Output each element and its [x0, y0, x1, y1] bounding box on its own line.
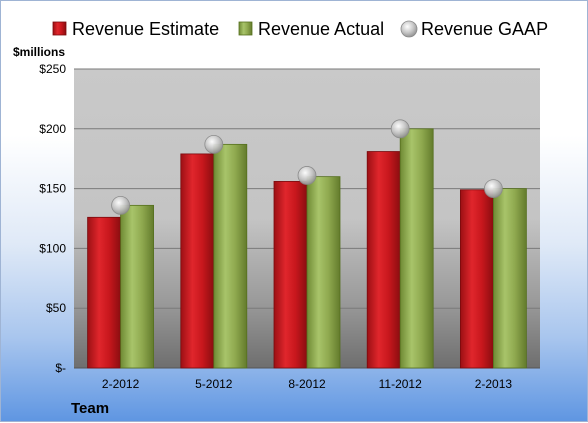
y-tick-label: $- [55, 361, 66, 375]
legend-swatch [400, 20, 418, 38]
revenue-estimate-bar-8-2012 [273, 181, 308, 369]
y-tick-label: $50 [46, 301, 66, 315]
y-tick-label: $100 [39, 241, 66, 255]
x-tick-label: 2-2013 [475, 377, 513, 391]
plot-area: $- $50 $100 $150 $200 $250 2-2012 5-2012 8-2012 1… [39, 62, 540, 391]
revenue-gaap-point-11-2012 [390, 119, 410, 139]
revenue-estimate-bar-2-2012 [87, 216, 121, 369]
revenue-estimate-bar-11-2012 [366, 151, 401, 369]
revenue-estimate-bar-2-2013 [459, 189, 494, 369]
legend-item-revenue-estimate: Revenue Estimate [52, 19, 219, 39]
legend-label: Revenue GAAP [421, 19, 548, 39]
revenue-gaap-point-2-2013 [483, 179, 503, 199]
y-axis-label: $millions [13, 45, 65, 59]
x-tick-label: 11-2012 [379, 377, 422, 391]
y-tick-label: $150 [39, 182, 66, 196]
legend: Revenue Estimate Revenue Actual Revenue GA… [52, 19, 548, 39]
x-tick-label: 2-2012 [102, 377, 140, 391]
group-2-2012 [87, 195, 154, 369]
legend-label: Revenue Actual [258, 19, 384, 39]
revenue-actual-bar-5-2012 [213, 143, 248, 369]
y-tick-label: $200 [39, 122, 66, 136]
revenue-actual-bar-2-2012 [120, 204, 154, 369]
x-tick-label: 8-2012 [288, 377, 326, 391]
revenue-actual-bar-8-2012 [306, 176, 341, 369]
legend-label: Revenue Estimate [72, 19, 219, 39]
group-5-2012 [180, 134, 248, 369]
group-8-2012 [273, 166, 341, 369]
revenue-actual-bar-2-2013 [492, 188, 527, 369]
revenue-gaap-point-5-2012 [204, 134, 224, 154]
legend-swatch [52, 21, 67, 36]
group-11-2012 [366, 119, 434, 369]
x-axis-label: Team [71, 400, 109, 417]
y-tick-label: $250 [39, 62, 66, 76]
x-tick-label: 5-2012 [195, 377, 233, 391]
revenue-estimate-bar-5-2012 [180, 153, 215, 369]
revenue-actual-bar-11-2012 [399, 128, 434, 369]
legend-item-revenue-actual: Revenue Actual [238, 19, 384, 39]
legend-swatch [238, 21, 253, 36]
legend-item-revenue-gaap: Revenue GAAP [400, 19, 548, 39]
group-2-2013 [459, 179, 527, 369]
revenue-gaap-point-2-2012 [111, 195, 130, 215]
revenue-gaap-point-8-2012 [297, 166, 317, 185]
